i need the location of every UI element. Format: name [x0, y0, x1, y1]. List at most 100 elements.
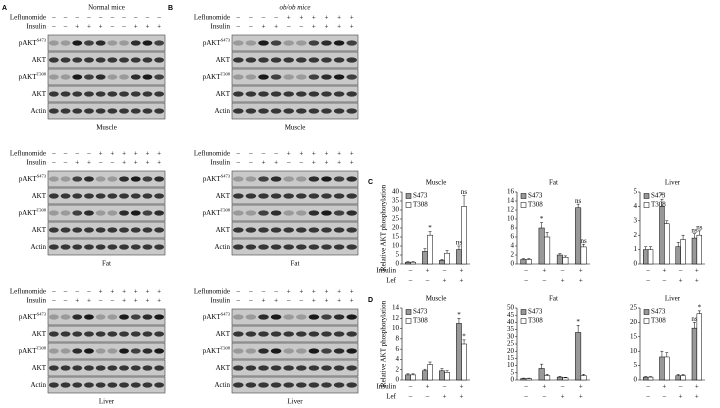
row-label-text: pAKT — [19, 73, 38, 81]
blot-band — [84, 348, 94, 354]
row-label-text: pAKT — [203, 347, 222, 355]
legend-swatch — [405, 309, 412, 315]
row-label: AKT — [32, 226, 47, 234]
blot-band — [72, 74, 83, 80]
blot-band — [84, 176, 94, 182]
blot-band — [72, 365, 83, 371]
blot-band — [233, 74, 244, 80]
annotation: * — [540, 215, 544, 223]
blot-band — [84, 108, 94, 114]
treatment-sign: – — [299, 297, 304, 305]
blot-band — [245, 244, 257, 250]
blot-band — [346, 348, 357, 354]
blot-band — [233, 348, 244, 354]
treatment-sign: – — [110, 159, 115, 167]
treatment-label: Insulin — [27, 297, 47, 305]
treatment-sign: – — [63, 297, 68, 305]
blot-strip — [47, 359, 166, 377]
bar — [647, 249, 654, 265]
x-sign: – — [442, 383, 447, 391]
blot-band — [107, 314, 118, 320]
annotation: * — [457, 311, 461, 319]
treatment-sign: + — [350, 23, 354, 31]
treatment-sign: + — [122, 150, 126, 158]
blot-band — [84, 331, 94, 337]
blot-band — [154, 348, 165, 354]
blot-band — [270, 210, 282, 216]
blot-band — [233, 176, 244, 182]
blot-band — [333, 91, 345, 97]
legend-label: S473 — [528, 308, 543, 316]
row-label-text: AKT — [32, 330, 47, 338]
treatment-sign: – — [248, 297, 253, 305]
bar — [575, 332, 582, 381]
blot-band — [48, 176, 59, 182]
blot-band — [119, 40, 129, 46]
blot-band — [154, 108, 165, 114]
blot-band — [48, 227, 59, 233]
blot-band — [321, 331, 332, 337]
treatment-sign: – — [236, 14, 241, 22]
x-sign: + — [695, 277, 699, 285]
treatment-sign: – — [248, 14, 253, 22]
bar — [556, 376, 563, 381]
blot-band — [245, 331, 257, 337]
blot-band — [258, 382, 269, 388]
blot-band — [346, 365, 357, 371]
tissue-label: Fat — [291, 260, 300, 268]
treatment-sign: + — [337, 288, 341, 296]
treatment-sign: + — [325, 14, 329, 22]
blot-strip — [231, 221, 359, 239]
blot-band — [84, 314, 94, 320]
blot-band — [142, 331, 153, 337]
blot-band — [119, 382, 129, 388]
blot-band — [333, 382, 345, 388]
blot-band — [308, 365, 320, 371]
y-tick-label: 50 — [507, 304, 515, 312]
row-label-text: Actin — [214, 107, 230, 115]
blot-band — [119, 365, 129, 371]
row-label: pAKTS473 — [19, 38, 47, 47]
blot-band — [119, 91, 129, 97]
blot-band — [72, 210, 83, 216]
blot-band — [296, 193, 307, 199]
x-row-label: Insulin — [377, 383, 397, 391]
annotation: ns — [461, 188, 468, 196]
x-sign: + — [579, 393, 583, 401]
blot-band — [270, 227, 282, 233]
x-sign: + — [443, 393, 447, 401]
bar — [405, 261, 411, 265]
bar — [659, 206, 665, 265]
treatment-label: Leflunomide — [194, 14, 230, 22]
treatment-sign: – — [98, 297, 103, 305]
blot-band — [72, 176, 83, 182]
blot-band — [142, 108, 153, 114]
panel-letter: D — [368, 297, 373, 304]
blot-band — [245, 314, 257, 320]
blot-band — [321, 193, 332, 199]
y-tick-label: 1 — [634, 245, 638, 253]
blot-strip — [231, 187, 359, 205]
blot-band — [258, 57, 269, 63]
treatment-sign: – — [273, 14, 278, 22]
y-tick-label: 10 — [392, 242, 400, 250]
blot-band — [60, 40, 71, 46]
blot-band — [283, 244, 294, 250]
blot-strip — [231, 376, 359, 394]
blot-band — [283, 210, 294, 216]
treatment-sign: – — [121, 14, 126, 22]
blot-band — [258, 91, 269, 97]
treatment-sign: + — [110, 288, 114, 296]
bar — [439, 260, 445, 265]
treatment-sign: – — [286, 159, 291, 167]
y-tick-label: 14 — [507, 197, 515, 205]
blot-band — [48, 382, 59, 388]
treatment-sign: – — [75, 150, 80, 158]
blot-band — [95, 74, 106, 80]
treatment-sign: + — [350, 288, 354, 296]
bar — [675, 375, 681, 381]
treatment-sign: + — [99, 150, 103, 158]
row-label: pAKTT308 — [19, 346, 47, 355]
y-tick-label: 5 — [634, 361, 638, 369]
treatment-sign: + — [312, 23, 316, 31]
